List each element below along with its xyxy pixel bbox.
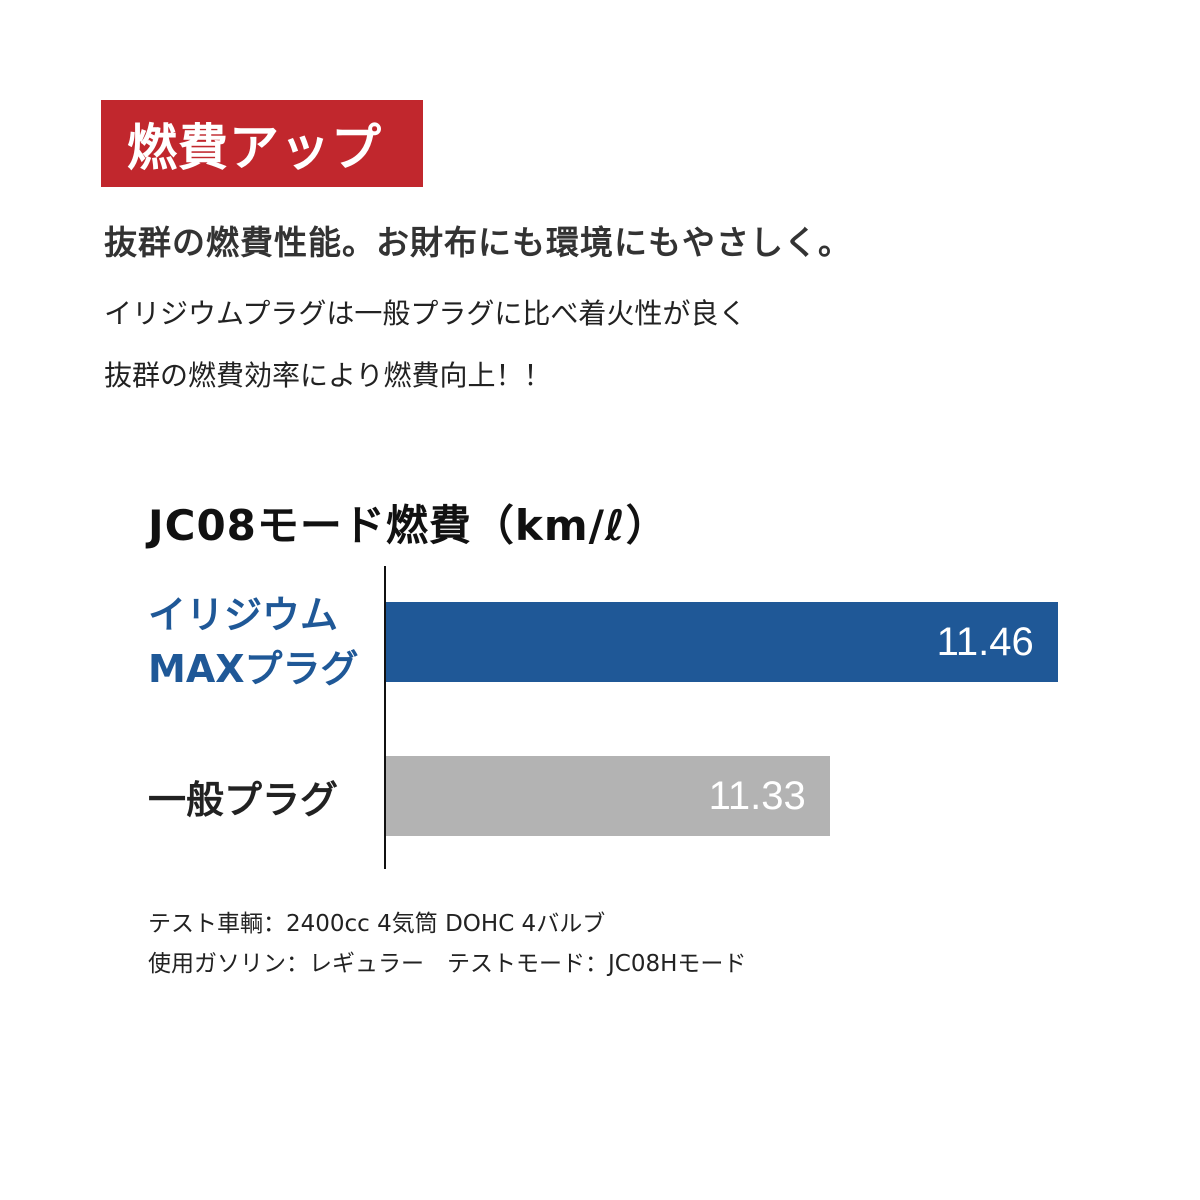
body-line-1: イリジウムプラグは一般プラグに比べ着火性が良く (104, 297, 747, 330)
section-badge: 燃費アップ (101, 100, 423, 187)
bar-value-label: 11.46 (936, 619, 1034, 664)
chart-title: JC08モード燃費（km/ℓ） (148, 501, 669, 550)
headline: 抜群の燃費性能。お財布にも環境にもやさしく。 (104, 223, 852, 262)
test-conditions-note: 使用ガソリン：レギュラー テストモード：JC08Hモード (148, 951, 747, 977)
category-label-line: MAXプラグ (148, 647, 359, 691)
body-line-2: 抜群の燃費効率により燃費向上！！ (104, 359, 552, 392)
bar-value-label: 11.33 (708, 773, 806, 818)
category-axis (384, 566, 386, 869)
category-label-iridium: イリジウム MAXプラグ (148, 588, 359, 696)
test-vehicle-note: テスト車輌：2400cc 4気筒 DOHC 4バルブ (148, 911, 606, 937)
bar-standard: 11.33 (386, 756, 830, 836)
category-label-line: イリジウム (148, 593, 339, 637)
category-label-standard: 一般プラグ (148, 773, 338, 827)
category-label-line: 一般プラグ (148, 778, 339, 822)
bar-iridium: 11.46 (386, 602, 1058, 682)
